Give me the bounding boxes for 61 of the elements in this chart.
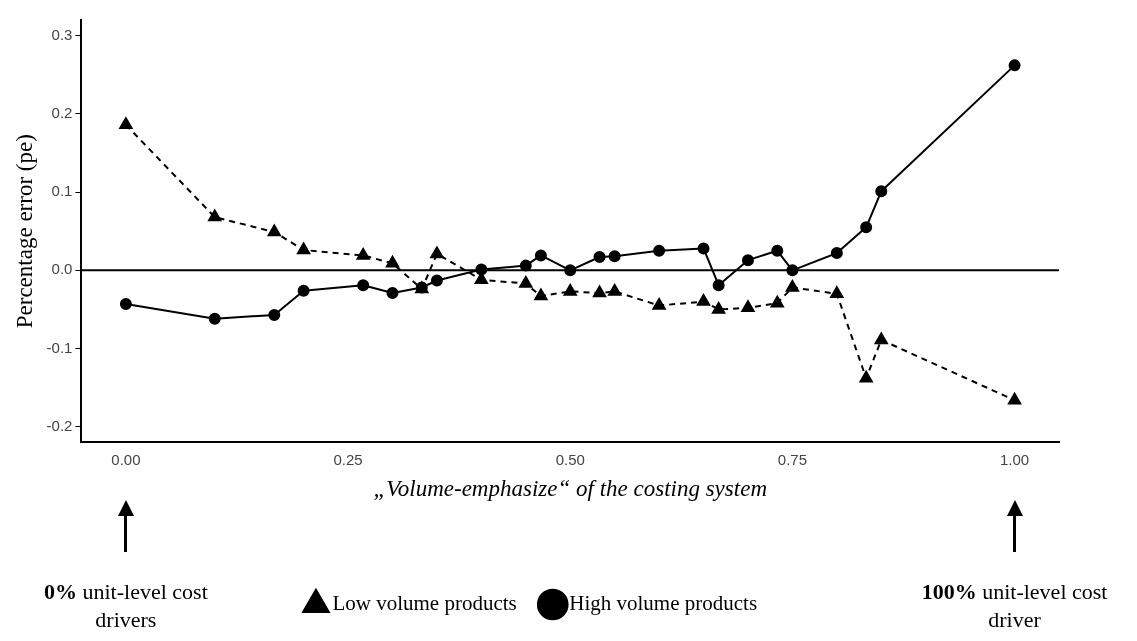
point (563, 283, 577, 296)
point (785, 280, 800, 292)
point (268, 308, 281, 321)
point (830, 247, 843, 260)
y-tick-label: 0.3 (51, 25, 73, 43)
point (652, 298, 666, 310)
point (564, 264, 577, 277)
x-tick-label: 0.75 (777, 450, 807, 468)
x-tick-label: 0.00 (111, 450, 141, 468)
legend-label: High volume products (569, 591, 758, 616)
point (356, 247, 370, 260)
x-tick-label: 1.00 (999, 450, 1030, 468)
point (386, 287, 399, 299)
point (208, 312, 221, 325)
point (770, 295, 784, 308)
point (357, 279, 370, 292)
y-tick-label: 0.0 (51, 260, 73, 278)
point (593, 251, 606, 264)
point (608, 283, 622, 296)
point (297, 284, 310, 297)
point (267, 224, 281, 237)
y-tick-label: -0.2 (46, 416, 73, 434)
point (771, 244, 784, 257)
point (592, 285, 607, 298)
point (385, 255, 400, 268)
point (859, 370, 873, 383)
point (519, 276, 533, 288)
x-tick-label: 0.50 (555, 450, 585, 468)
legend-label: Low volume products (332, 591, 517, 616)
point (696, 294, 711, 306)
text: 0% unit-level cost drivers (43, 578, 209, 635)
point (830, 286, 844, 299)
point (608, 250, 621, 263)
y-tick-label: -0.1 (46, 338, 73, 356)
point (712, 279, 725, 292)
point (119, 297, 132, 310)
point (741, 254, 754, 267)
point (875, 185, 888, 198)
point (697, 242, 710, 255)
point (712, 301, 726, 314)
point (208, 209, 222, 222)
point (534, 249, 547, 262)
y-axis-title: Percentage error (pe) (11, 134, 37, 329)
point (786, 264, 799, 277)
point (534, 288, 548, 301)
y-tick-label: 0.2 (51, 104, 73, 122)
point (119, 117, 133, 130)
point (741, 300, 755, 313)
point (296, 242, 311, 255)
point (1007, 392, 1022, 405)
point (519, 259, 532, 272)
x-tick-label: 0.25 (333, 450, 363, 468)
point (653, 244, 666, 257)
point (430, 274, 443, 287)
text: 100% unit-level cost driver (920, 578, 1109, 635)
point (860, 221, 873, 234)
point (874, 332, 888, 345)
point (430, 246, 444, 259)
point (1008, 59, 1021, 72)
y-tick-label: 0.1 (51, 182, 73, 200)
x-axis-title: „Volume-emphasize“ of the costing system (373, 476, 767, 502)
